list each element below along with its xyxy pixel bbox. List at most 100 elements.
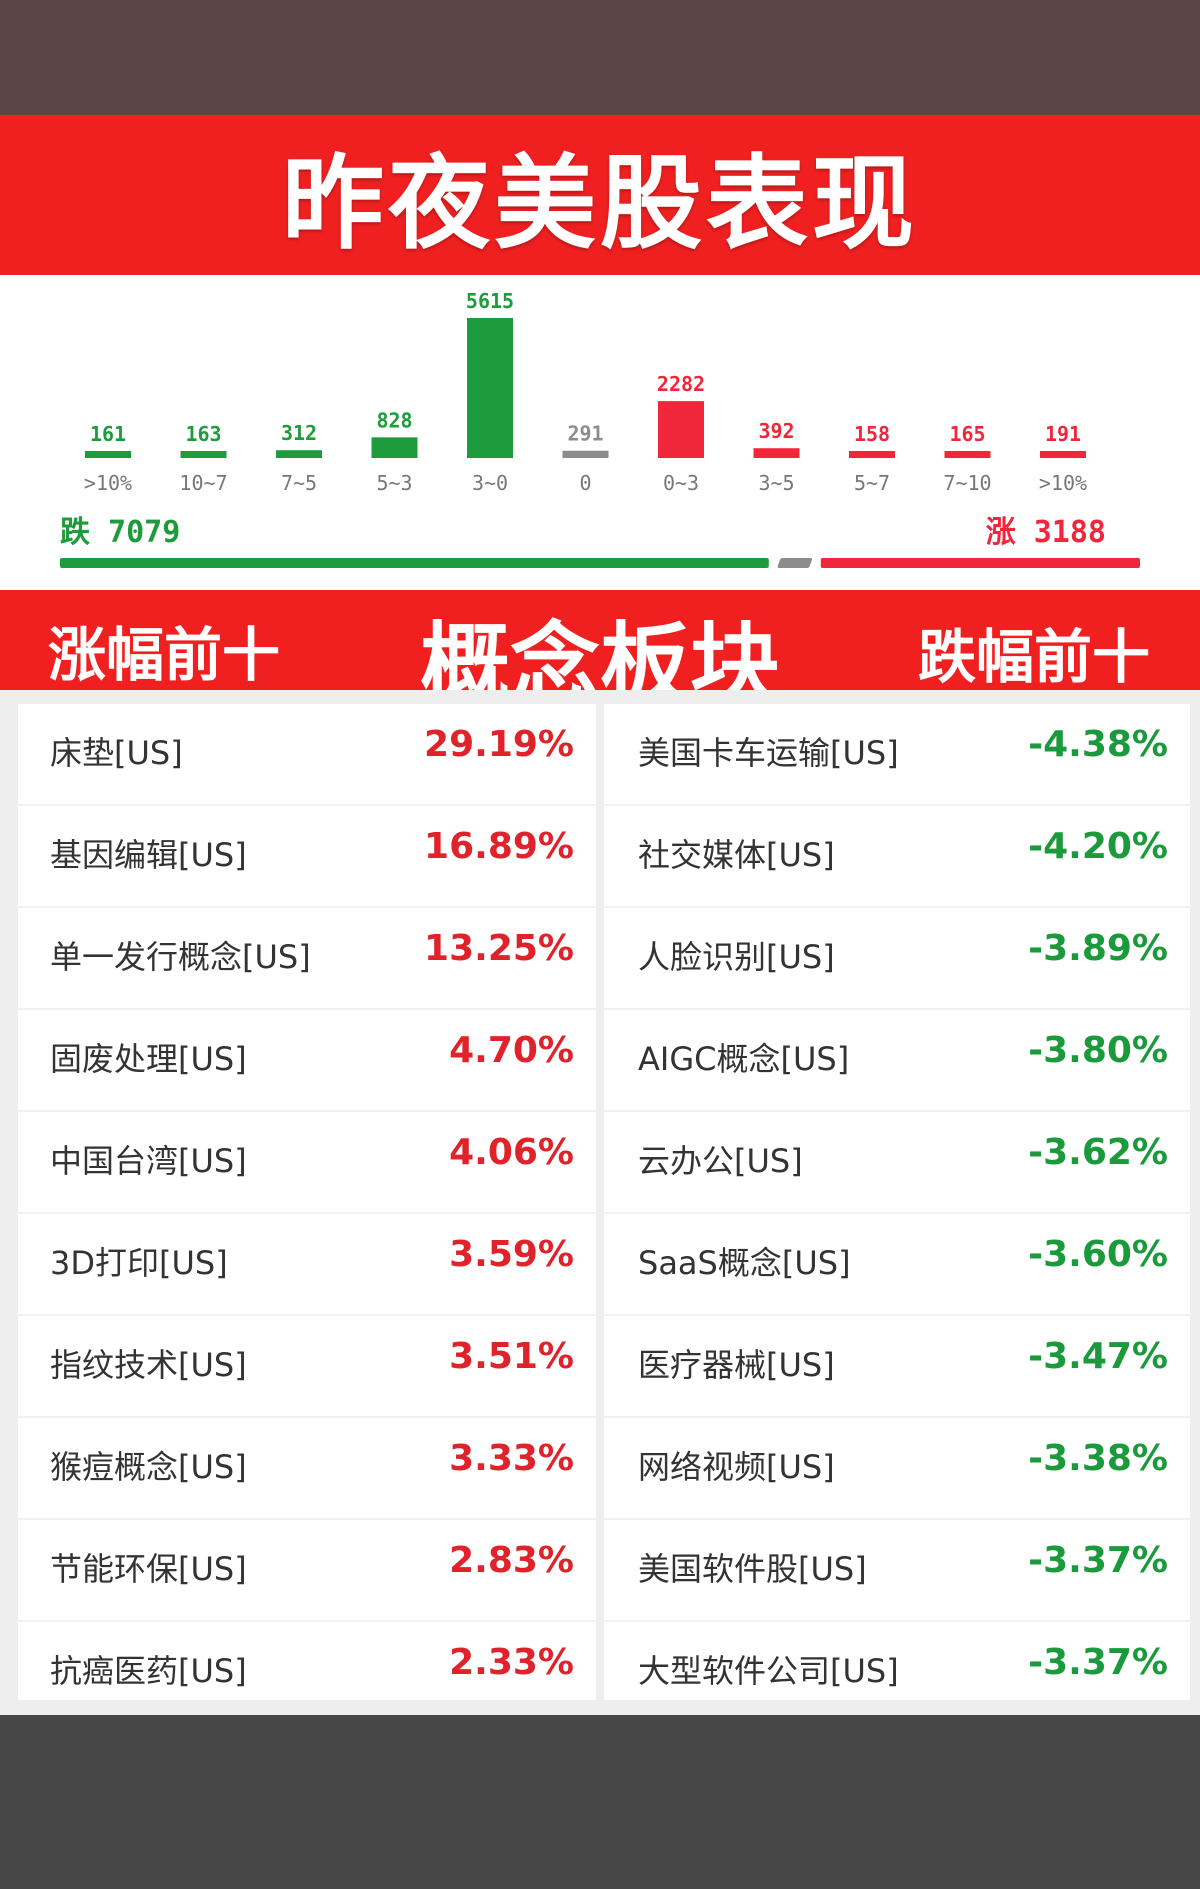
bar: [562, 450, 609, 458]
bar: [467, 318, 513, 458]
loser-sector-change: -3.62%: [1028, 1132, 1168, 1173]
gainer-sector-name: 床垫[US]: [50, 734, 183, 772]
down-count-label: 跌 7079: [60, 515, 180, 550]
gainer-row[interactable]: 单一发行概念[US] 13.25%: [18, 908, 596, 1010]
category-tick-label: 3~5: [758, 471, 794, 495]
gainer-sector-change: 2.83%: [449, 1540, 574, 1581]
bar-value-label: 163: [185, 422, 221, 446]
loser-sector-change: -3.38%: [1028, 1438, 1168, 1479]
gainer-row[interactable]: 3D打印[US] 3.59%: [18, 1214, 596, 1316]
gainer-sector-name: 单一发行概念[US]: [50, 938, 311, 976]
category-tick-label: 7~5: [281, 471, 317, 495]
loser-sector-change: -3.47%: [1028, 1336, 1168, 1377]
loser-row[interactable]: 美国软件股[US] -3.37%: [604, 1520, 1190, 1622]
loser-sector-name: 人脸识别[US]: [638, 938, 835, 976]
gainer-sector-change: 4.06%: [449, 1132, 574, 1173]
flat-proportion-bar: [777, 558, 813, 568]
gainer-row[interactable]: 固废处理[US] 4.70%: [18, 1010, 596, 1112]
down-proportion-bar: [60, 558, 769, 568]
bar: [85, 451, 131, 458]
bar-value-label: 191: [1045, 422, 1081, 446]
loser-sector-change: -4.38%: [1028, 724, 1168, 765]
loser-row[interactable]: 人脸识别[US] -3.89%: [604, 908, 1190, 1010]
gainers-heading: 涨幅前十: [48, 621, 281, 689]
bar-value-label: 5615: [466, 290, 514, 313]
loser-sector-name: 社交媒体[US]: [638, 836, 835, 874]
loser-sector-change: -3.80%: [1028, 1030, 1168, 1071]
loser-row[interactable]: AIGC概念[US] -3.80%: [604, 1010, 1190, 1112]
bar: [753, 448, 800, 458]
gainer-row[interactable]: 猴痘概念[US] 3.33%: [18, 1418, 596, 1520]
loser-sector-change: -3.37%: [1028, 1642, 1168, 1683]
losers-heading: 跌幅前十: [917, 623, 1150, 691]
loser-sector-name: 医疗器械[US]: [638, 1346, 835, 1384]
loser-row[interactable]: 网络视频[US] -3.38%: [604, 1418, 1190, 1520]
bar-value-label: 828: [376, 408, 412, 432]
losers-list: 美国卡车运输[US] -4.38% 社交媒体[US] -4.20% 人脸识别[US] -3…: [604, 704, 1190, 1724]
gainer-row[interactable]: 床垫[US] 29.19%: [18, 704, 596, 806]
gainer-sector-change: 29.19%: [424, 724, 574, 765]
loser-sector-change: -3.60%: [1028, 1234, 1168, 1275]
section-banner: 涨幅前十 概念板块 跌幅前十: [0, 590, 1200, 718]
bar-value-label: 312: [281, 421, 317, 445]
bar-value-label: 161: [90, 422, 126, 446]
gainer-sector-name: 节能环保[US]: [50, 1550, 247, 1588]
bar-value-label: 165: [949, 422, 985, 446]
bar: [180, 451, 227, 458]
loser-sector-change: -4.20%: [1028, 826, 1168, 867]
bar: [1040, 451, 1086, 458]
gainer-row[interactable]: 节能环保[US] 2.83%: [18, 1520, 596, 1622]
gainer-row[interactable]: 抗癌医药[US] 2.33%: [18, 1622, 596, 1724]
loser-sector-name: 大型软件公司[US]: [638, 1652, 899, 1690]
loser-row[interactable]: 医疗器械[US] -3.47%: [604, 1316, 1190, 1418]
gainer-sector-name: 固废处理[US]: [50, 1040, 247, 1078]
gainer-sector-name: 指纹技术[US]: [50, 1346, 247, 1384]
category-tick-label: 0~3: [663, 471, 699, 495]
loser-row[interactable]: 大型软件公司[US] -3.37%: [604, 1622, 1190, 1724]
category-tick-label: >10%: [1039, 471, 1087, 495]
bar: [371, 437, 418, 458]
top-backdrop: [0, 0, 1200, 115]
gainer-sector-name: 中国台湾[US]: [50, 1142, 247, 1180]
gainer-sector-name: 抗癌医药[US]: [50, 1652, 247, 1690]
concept-tables: 床垫[US] 29.19% 基因编辑[US] 16.89% 单一发行概念[US] 13.2…: [0, 690, 1200, 1724]
loser-sector-name: 美国卡车运输[US]: [638, 734, 899, 772]
distribution-chart: 161 >10% 163 10~7 312 7~5 828 5~3 5615 3~0 291 0 228…: [28, 289, 1140, 580]
loser-sector-name: 云办公[US]: [638, 1142, 803, 1180]
loser-sector-name: AIGC概念[US]: [638, 1040, 850, 1078]
gainer-row[interactable]: 中国台湾[US] 4.06%: [18, 1112, 596, 1214]
bar: [944, 451, 991, 458]
category-tick-label: 0: [579, 471, 591, 495]
loser-sector-name: 美国软件股[US]: [638, 1550, 867, 1588]
bar-value-label: 291: [567, 422, 603, 446]
loser-sector-change: -3.37%: [1028, 1540, 1168, 1581]
loser-row[interactable]: 云办公[US] -3.62%: [604, 1112, 1190, 1214]
loser-row[interactable]: 美国卡车运输[US] -4.38%: [604, 704, 1190, 806]
page-title: 昨夜美股表现: [282, 144, 918, 264]
category-tick-label: 5~7: [854, 471, 890, 495]
gainer-sector-name: 3D打印[US]: [50, 1244, 228, 1282]
gainer-sector-change: 2.33%: [449, 1642, 574, 1683]
title-banner: 昨夜美股表现: [0, 115, 1200, 275]
loser-sector-name: 网络视频[US]: [638, 1448, 835, 1486]
category-tick-label: 10~7: [179, 471, 227, 495]
loser-row[interactable]: 社交媒体[US] -4.20%: [604, 806, 1190, 908]
category-tick-label: 5~3: [376, 471, 412, 495]
gainer-sector-change: 3.59%: [449, 1234, 574, 1275]
gainer-row[interactable]: 基因编辑[US] 16.89%: [18, 806, 596, 908]
bar: [276, 450, 322, 458]
bar-value-label: 392: [758, 419, 794, 443]
gainer-sector-change: 13.25%: [424, 928, 574, 969]
loser-row[interactable]: SaaS概念[US] -3.60%: [604, 1214, 1190, 1316]
gainers-list: 床垫[US] 29.19% 基因编辑[US] 16.89% 单一发行概念[US] 13.2…: [18, 704, 596, 1724]
up-proportion-bar: [820, 558, 1140, 568]
gainer-sector-change: 3.33%: [449, 1438, 574, 1479]
gainer-row[interactable]: 指纹技术[US] 3.51%: [18, 1316, 596, 1418]
gainer-sector-name: 猴痘概念[US]: [50, 1448, 247, 1486]
bar: [658, 401, 704, 458]
up-count-label: 涨 3188: [986, 515, 1106, 550]
loser-sector-name: SaaS概念[US]: [638, 1244, 851, 1282]
bar-value-label: 158: [854, 422, 890, 446]
category-tick-label: >10%: [84, 471, 132, 495]
category-tick-label: 7~10: [943, 471, 991, 495]
